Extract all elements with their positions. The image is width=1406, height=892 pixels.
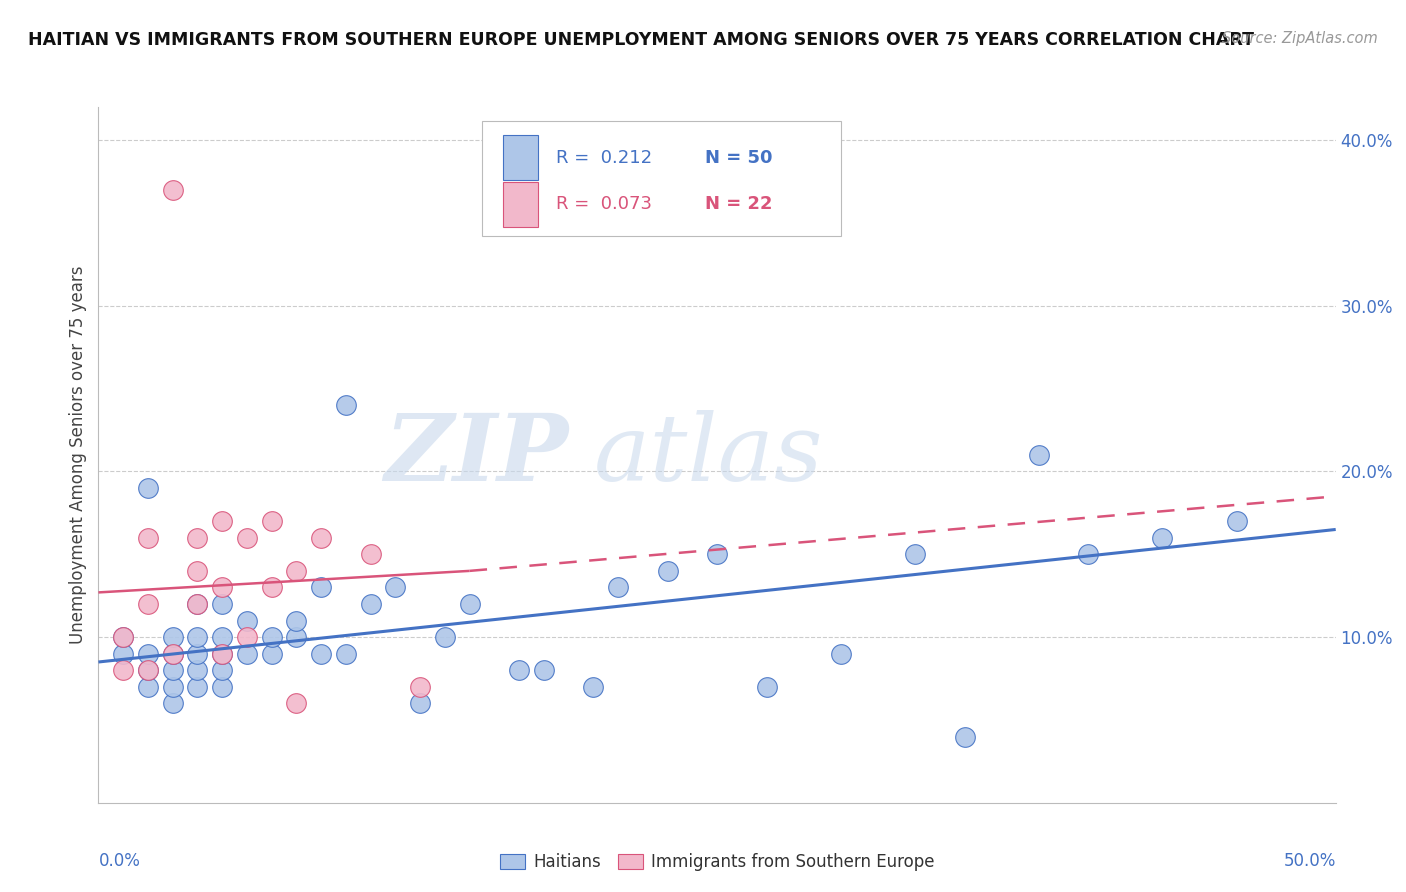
Point	[162, 697, 184, 711]
Point	[186, 531, 208, 545]
Point	[533, 663, 555, 677]
Text: N = 50: N = 50	[704, 149, 772, 167]
Text: R =  0.212: R = 0.212	[557, 149, 652, 167]
Point	[285, 614, 308, 628]
Point	[211, 647, 233, 661]
Point	[162, 680, 184, 694]
Point	[162, 630, 184, 644]
Point	[136, 680, 159, 694]
Point	[236, 647, 259, 661]
Point	[211, 581, 233, 595]
Point	[360, 547, 382, 561]
Point	[136, 663, 159, 677]
Point	[409, 697, 432, 711]
Point	[236, 630, 259, 644]
Point	[260, 514, 283, 528]
Point	[136, 647, 159, 661]
Text: ZIP: ZIP	[384, 410, 568, 500]
Point	[136, 481, 159, 495]
Point	[607, 581, 630, 595]
Point	[285, 564, 308, 578]
Point	[458, 597, 481, 611]
Point	[112, 663, 135, 677]
Point	[236, 531, 259, 545]
Point	[309, 581, 332, 595]
Point	[285, 697, 308, 711]
Y-axis label: Unemployment Among Seniors over 75 years: Unemployment Among Seniors over 75 years	[69, 266, 87, 644]
Point	[335, 398, 357, 412]
Point	[309, 531, 332, 545]
Point	[186, 680, 208, 694]
Text: 50.0%: 50.0%	[1284, 852, 1336, 870]
Point	[211, 514, 233, 528]
Point	[582, 680, 605, 694]
Point	[1226, 514, 1249, 528]
Text: N = 22: N = 22	[704, 195, 772, 213]
Point	[904, 547, 927, 561]
Point	[136, 597, 159, 611]
Text: HAITIAN VS IMMIGRANTS FROM SOUTHERN EUROPE UNEMPLOYMENT AMONG SENIORS OVER 75 YE: HAITIAN VS IMMIGRANTS FROM SOUTHERN EURO…	[28, 31, 1254, 49]
Point	[1077, 547, 1099, 561]
Point	[260, 647, 283, 661]
Point	[260, 630, 283, 644]
Point	[211, 680, 233, 694]
FancyBboxPatch shape	[503, 182, 537, 227]
Text: Source: ZipAtlas.com: Source: ZipAtlas.com	[1222, 31, 1378, 46]
Point	[657, 564, 679, 578]
Point	[384, 581, 406, 595]
FancyBboxPatch shape	[503, 136, 537, 180]
Point	[409, 680, 432, 694]
Point	[211, 647, 233, 661]
Legend: Haitians, Immigrants from Southern Europe: Haitians, Immigrants from Southern Europ…	[494, 847, 941, 878]
Point	[830, 647, 852, 661]
Point	[162, 183, 184, 197]
Point	[162, 647, 184, 661]
Point	[186, 647, 208, 661]
Point	[186, 597, 208, 611]
Point	[236, 614, 259, 628]
Point	[1152, 531, 1174, 545]
Point	[953, 730, 976, 744]
Point	[211, 630, 233, 644]
Point	[112, 630, 135, 644]
Point	[162, 647, 184, 661]
Point	[285, 630, 308, 644]
Point	[186, 597, 208, 611]
Point	[433, 630, 456, 644]
Point	[136, 531, 159, 545]
Point	[136, 663, 159, 677]
Point	[186, 564, 208, 578]
Point	[360, 597, 382, 611]
Point	[260, 581, 283, 595]
Point	[211, 663, 233, 677]
Point	[162, 663, 184, 677]
Point	[1028, 448, 1050, 462]
Point	[335, 647, 357, 661]
Text: 0.0%: 0.0%	[98, 852, 141, 870]
Point	[755, 680, 778, 694]
Point	[186, 630, 208, 644]
Text: atlas: atlas	[593, 410, 823, 500]
Point	[112, 647, 135, 661]
Text: R =  0.073: R = 0.073	[557, 195, 652, 213]
Point	[706, 547, 728, 561]
FancyBboxPatch shape	[482, 121, 841, 235]
Point	[309, 647, 332, 661]
Point	[112, 630, 135, 644]
Point	[211, 597, 233, 611]
Point	[186, 663, 208, 677]
Point	[508, 663, 530, 677]
